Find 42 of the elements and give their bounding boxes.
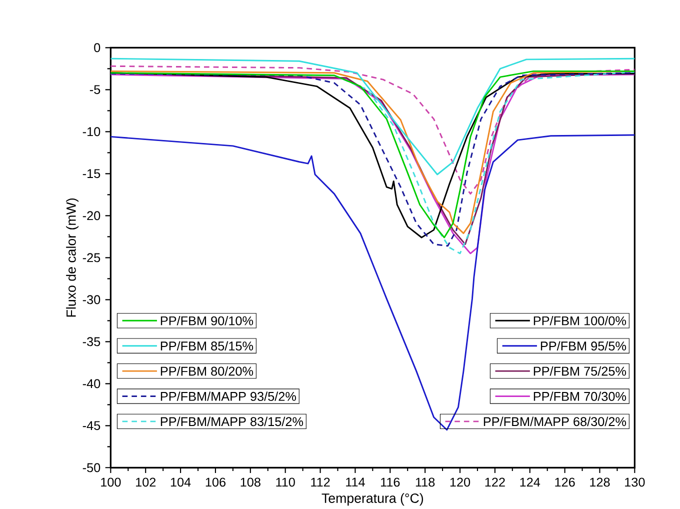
x-tick-label: 110 bbox=[276, 478, 295, 487]
x-tick-label: 118 bbox=[416, 478, 435, 487]
x-tick-label: 120 bbox=[450, 478, 470, 487]
y-tick-label: -10 bbox=[82, 127, 100, 136]
y-tick-label: -15 bbox=[82, 169, 100, 178]
x-tick-label: 108 bbox=[240, 478, 260, 487]
x-tick-label: 122 bbox=[485, 478, 505, 487]
x-tick-label: 126 bbox=[555, 478, 575, 487]
y-tick-label: -25 bbox=[82, 253, 100, 262]
legend-label: PP/FBM 100/0% bbox=[534, 316, 626, 326]
legend-label: PP/FBM/MAPP 83/15/2% bbox=[160, 416, 304, 426]
line-series bbox=[110, 134, 635, 431]
y-tick-label: -30 bbox=[82, 295, 100, 304]
legend-label: PP/FBM 90/10% bbox=[160, 316, 254, 326]
y-tick-label: -40 bbox=[82, 379, 100, 388]
x-tick-label: 130 bbox=[625, 478, 645, 487]
y-tick-label: -20 bbox=[82, 211, 100, 220]
line-series bbox=[110, 58, 635, 176]
x-tick-label: 114 bbox=[346, 478, 365, 486]
y-axis-title: Fluxo de calor (mW) bbox=[66, 198, 78, 317]
legend-label: PP/FBM 95/5% bbox=[540, 341, 626, 351]
legend-label: PP/FBM/MAPP 93/5/2% bbox=[160, 392, 296, 401]
x-tick-label: 124 bbox=[520, 478, 540, 487]
legend-label: PP/FBM 80/20% bbox=[160, 366, 254, 376]
y-tick-label: 0 bbox=[94, 43, 100, 52]
x-tick-label: 128 bbox=[590, 478, 610, 487]
legend-label: PP/FBM 75/25% bbox=[534, 366, 626, 376]
x-tick-label: 112 bbox=[311, 478, 330, 487]
x-tick-label: 116 bbox=[381, 478, 400, 487]
legend-label: PP/FBM/MAPP 68/30/2% bbox=[484, 416, 626, 426]
x-tick-label: 104 bbox=[170, 478, 191, 487]
y-tick-label: -5 bbox=[90, 85, 100, 94]
y-tick-label: -35 bbox=[82, 337, 100, 346]
y-tick-label: -50 bbox=[82, 463, 100, 472]
legend-label: PP/FBM 70/30% bbox=[534, 392, 626, 401]
x-tick-label: 100 bbox=[101, 478, 121, 487]
x-tick-label: 106 bbox=[206, 478, 226, 487]
line-series bbox=[110, 65, 635, 195]
x-axis-title: Temperatura (°C) bbox=[322, 493, 424, 506]
x-tick-label: 102 bbox=[136, 478, 156, 487]
legend-label: PP/FBM 85/15% bbox=[160, 341, 254, 351]
y-tick-label: -45 bbox=[82, 421, 100, 430]
